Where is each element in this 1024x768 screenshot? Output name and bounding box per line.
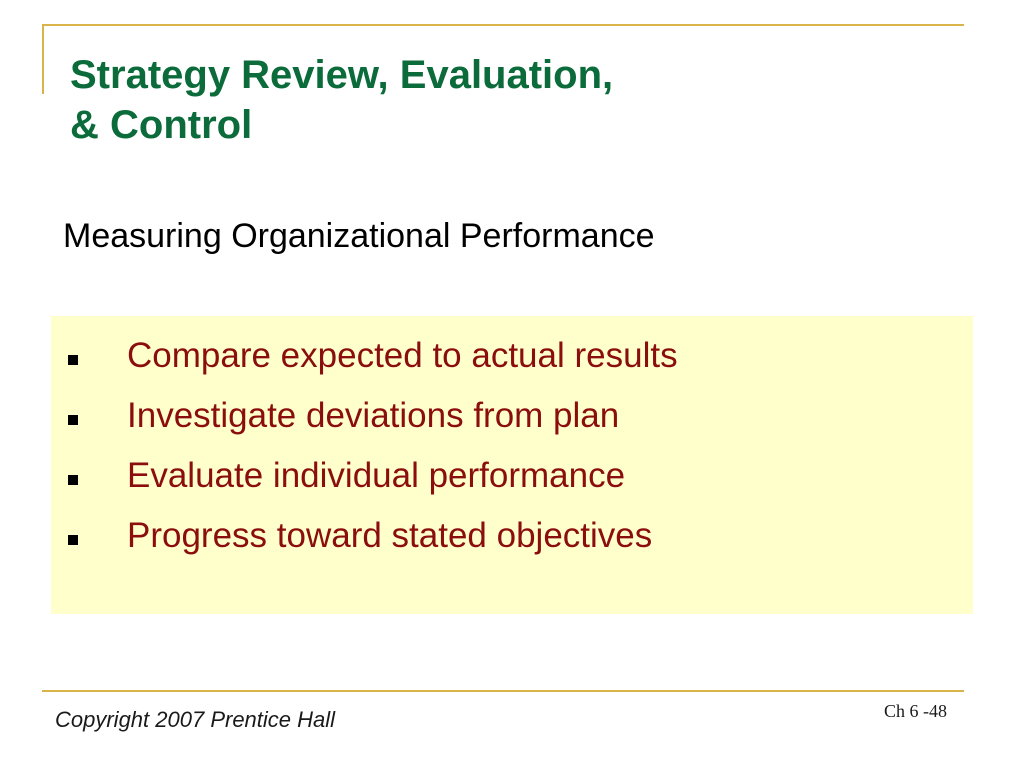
bullet-text: Evaluate individual performance [127, 456, 626, 495]
black-square-icon [68, 415, 78, 425]
footer-copyright: Copyright 2007 Prentice Hall [55, 707, 336, 732]
top-rule [42, 24, 964, 26]
bullet-text: Compare expected to actual results [127, 336, 678, 375]
footer-rule [42, 690, 964, 692]
bullet-text: Investigate deviations from plan [127, 396, 620, 435]
page-number: Ch 6 -48 [884, 701, 947, 721]
bullet-text: Progress toward stated objectives [127, 516, 653, 555]
black-square-icon [68, 535, 78, 545]
left-rule [42, 24, 44, 94]
black-square-icon [68, 475, 78, 485]
slide-subtitle: Measuring Organizational Performance [63, 217, 655, 255]
content-box: Compare expected to actual results Inves… [51, 316, 973, 614]
slide-title-line-2: & Control [70, 103, 253, 147]
black-square-icon [68, 355, 78, 365]
slide-title-line-1: Strategy Review, Evaluation, [70, 53, 614, 97]
slide-title: Strategy Review, Evaluation, & Control [70, 50, 613, 150]
